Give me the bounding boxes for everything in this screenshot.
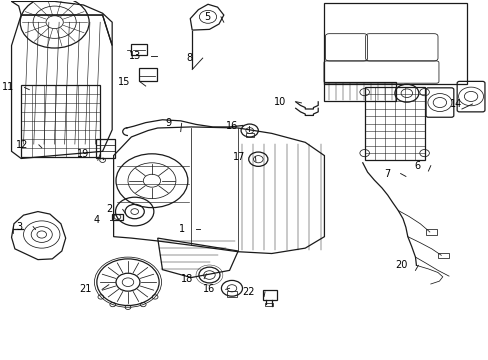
Text: 19: 19 [77,149,89,159]
Text: 16: 16 [225,121,238,131]
Text: 14: 14 [449,99,461,109]
Text: 13: 13 [128,51,141,61]
Bar [96,139,114,158]
Text: 2: 2 [106,204,112,215]
Bar [21,85,100,157]
Bar [112,214,122,220]
Text: 6: 6 [413,161,419,171]
Text: 16: 16 [203,284,215,294]
Text: 1: 1 [179,225,185,234]
Text: 5: 5 [203,12,210,22]
Text: 3: 3 [17,222,22,231]
Text: 20: 20 [395,260,407,270]
Text: 4: 4 [93,215,99,225]
Bar [131,44,146,55]
Bar [324,3,466,84]
Text: 9: 9 [164,118,171,128]
Text: 8: 8 [186,53,192,63]
Bar [425,229,436,234]
Bar [264,303,272,306]
Text: 17: 17 [232,152,244,162]
Text: 7: 7 [383,168,389,179]
Bar [263,290,276,300]
Text: 11: 11 [1,82,14,93]
Text: 22: 22 [242,287,254,297]
Bar [138,68,157,81]
Text: 21: 21 [79,284,91,294]
Bar [324,82,395,101]
Text: 10: 10 [273,97,285,107]
Text: 12: 12 [16,140,28,150]
Text: 15: 15 [117,77,130,87]
Bar [364,87,424,160]
Text: 18: 18 [181,274,193,284]
Bar [245,134,253,137]
Bar [437,253,447,258]
Bar [227,291,236,297]
